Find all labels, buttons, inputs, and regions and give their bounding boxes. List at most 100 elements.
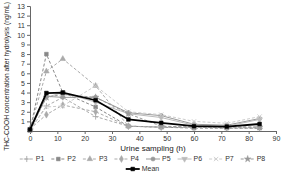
point [191,124,197,129]
legend-item: P6 [178,155,203,162]
tick-label: 3 [21,99,25,106]
tick-mark [27,64,30,65]
series-line [30,94,260,130]
legend-label: P1 [36,155,45,162]
tick: 90 [273,131,281,142]
point [159,121,163,125]
point [28,128,32,132]
legend-label: P5 [162,155,171,162]
tick-label: 50 [163,135,171,142]
tick: 8 [21,51,30,58]
point [93,84,97,88]
legend-item: P4 [114,155,139,162]
axis-line [31,132,277,135]
tick-label: 7 [21,60,25,67]
point [125,110,132,116]
series [27,91,262,132]
point [61,91,65,95]
tick-mark [167,131,168,134]
legend-label: P2 [67,155,76,162]
point [257,114,261,118]
legend-marker [151,157,155,161]
tick-label: 4 [21,89,25,96]
tick-label: 1 [21,118,25,125]
legend-marker [214,157,218,161]
legend-item: P7 [209,155,234,162]
tick-label: 0 [29,135,33,142]
tick-label: 2 [21,109,25,116]
point [61,91,65,95]
legend-marker [56,157,60,161]
tick-mark [27,83,30,84]
tick: 12 [17,12,30,19]
legend-label: P3 [99,155,108,162]
point [224,124,230,129]
legend-item: P8 [241,155,266,162]
point [61,104,65,108]
legend-marker [244,155,251,161]
legend-marker [131,167,135,171]
point [44,68,50,73]
tick: 20 [81,131,89,142]
tick-mark [112,131,113,134]
point [45,91,49,95]
tick: 50 [163,131,171,142]
tick: 13 [17,3,30,10]
point [60,56,66,61]
point [191,124,197,130]
point [43,103,49,109]
y-axis-title: THC-COOH concentration after hydrolysis … [3,2,11,151]
series-line [30,86,260,130]
legend-item: Mean [126,165,160,172]
tick: 30 [109,131,117,142]
tick-label: 70 [218,135,226,142]
legend-line [126,168,140,170]
x-axis: 0 10 20 30 40 50 60 70 80 90 [29,131,281,142]
tick-label: 6 [21,70,25,77]
point [27,127,33,133]
tick-mark [27,93,30,94]
plot-area [27,52,263,133]
tick: 4 [21,89,30,96]
tick-mark [27,25,30,26]
legend-label: P7 [225,155,234,162]
point [126,123,130,130]
series [28,84,262,133]
tick-mark [27,73,30,74]
tick-label: 12 [17,12,25,19]
point [45,52,49,56]
series [27,91,263,133]
tick-label: 10 [17,32,25,39]
legend-label: P8 [257,155,266,162]
tick-mark [27,54,30,55]
tick: 6 [21,70,30,77]
axis-line [27,7,31,132]
point [192,124,196,128]
tick-mark [249,131,250,134]
tick: 80 [245,131,253,142]
tick: 7 [21,60,30,67]
tick: 10 [54,131,62,142]
tick: 60 [191,131,199,142]
tick-label: 30 [109,135,117,142]
legend-label: P4 [130,155,139,162]
tick: 10 [17,32,30,39]
tick-mark [27,35,30,36]
tick-mark [221,131,222,134]
series [28,52,261,132]
point [28,128,32,132]
tick-mark [27,44,30,45]
point [27,127,33,133]
tick-label: 40 [136,135,144,142]
point [225,125,229,129]
tick-label: 10 [54,135,62,142]
legend-label: P6 [194,155,203,162]
legend-item: P5 [146,155,171,162]
tick: 11 [18,22,30,29]
chart: P1 P2 P3 P4 P5 P6 P7 P8 Mean 0 10 20 30 40 50 60 70 80 90 1… [0,0,285,177]
tick-mark [276,131,277,134]
point [28,128,32,132]
tick-label: 5 [21,80,25,87]
point [191,124,197,129]
tick-mark [27,6,30,7]
